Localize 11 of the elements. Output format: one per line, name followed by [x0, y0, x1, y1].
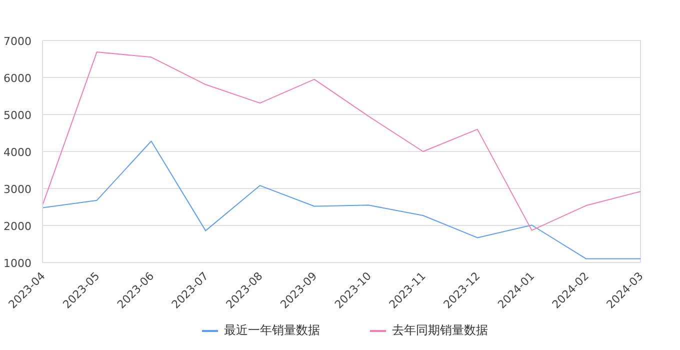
- y-tick-label: 3000: [4, 183, 32, 196]
- y-tick-label: 1000: [4, 257, 32, 270]
- y-tick-label: 7000: [4, 35, 32, 48]
- line-series: [42, 51, 640, 231]
- y-tick-label: 6000: [4, 72, 32, 85]
- y-tick-label: 4000: [4, 146, 32, 159]
- legend-label: 最近一年销量数据: [224, 322, 320, 340]
- line-series: [42, 140, 640, 260]
- y-tick-label: 5000: [4, 109, 32, 122]
- legend-label: 去年同期销量数据: [392, 322, 488, 340]
- y-tick-label: 2000: [4, 220, 32, 233]
